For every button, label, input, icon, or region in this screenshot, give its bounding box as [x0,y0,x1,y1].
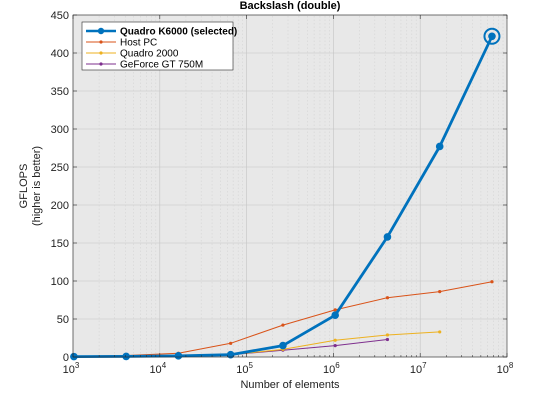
data-point [122,352,130,361]
data-point [279,341,287,350]
legend-item: Quadro 2000 [86,49,179,60]
legend-item: Quadro K6000 (selected) [86,27,237,38]
data-point [281,323,285,327]
legend-label: GeForce GT 750M [120,60,203,71]
data-point [438,330,442,334]
y-axis-label: GFLOPS (higher is better) [18,146,43,226]
data-point [385,337,390,342]
x-tick-label: 104 [149,361,166,376]
data-point [385,296,390,300]
x-tick-label: 106 [323,361,340,376]
data-point [333,308,337,312]
data-point [333,338,337,342]
y-tick-label: 400 [51,48,69,60]
y-tick-label: 200 [51,200,69,212]
data-point [385,333,390,337]
axes-box [72,14,508,358]
x-tick-label: 103 [63,361,80,376]
data-point [333,344,337,348]
ticks-group: 0 50 100 150 200 250 300 350 400 450 103 104 105 106 1… [51,10,514,376]
y-tick-label: 50 [57,314,69,326]
data-point [229,341,233,345]
legend-label: Host PC [120,38,157,49]
legend-marker [99,51,103,55]
legend-item: Host PC [86,38,157,49]
legend-label: Quadro K6000 (selected) [120,27,237,38]
y-tick-label: 0 [63,352,69,364]
y-tick-label: 450 [51,10,69,22]
x-tick-label: 105 [236,361,253,376]
data-point [435,142,444,151]
series-group [70,27,501,361]
y-axis-label-line1: GFLOPS [18,164,30,209]
y-tick-label: 250 [51,162,69,174]
data-point [331,311,339,320]
plot-area [73,15,507,357]
legend-marker [99,40,103,44]
data-point [438,290,442,294]
series-0 [70,27,501,361]
legend-marker [99,62,103,66]
x-tick-label: 107 [410,361,427,376]
legend-label: Quadro 2000 [120,49,179,60]
y-tick-label: 350 [51,86,69,98]
data-point [226,350,235,359]
legend-marker [97,27,105,35]
data-point [488,32,496,41]
data-point [174,352,183,360]
chart-title: Backslash (double) [240,0,341,12]
data-point [490,280,494,284]
data-point [70,352,78,361]
x-tick-label: 108 [497,361,514,376]
data-point [383,233,392,241]
y-tick-label: 150 [51,238,69,250]
y-tick-label: 100 [51,276,69,288]
legend-item: GeForce GT 750M [86,60,203,71]
x-axis-label: Number of elements [240,379,340,391]
y-tick-label: 300 [51,124,69,136]
highlight-ring [483,27,501,45]
y-axis-label-line2: (higher is better) [31,146,43,226]
